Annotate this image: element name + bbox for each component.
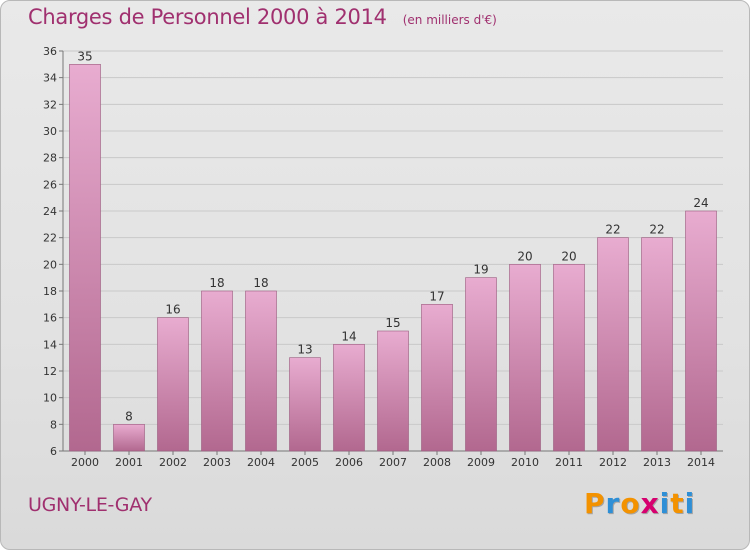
data-label: 22 xyxy=(649,223,664,237)
bar xyxy=(245,290,277,452)
x-tick-label: 2002 xyxy=(159,456,187,469)
logo-letter: P xyxy=(584,487,606,520)
bar xyxy=(113,424,145,452)
y-tick-label: 36 xyxy=(43,45,57,58)
bars xyxy=(69,64,717,452)
data-label: 18 xyxy=(253,276,268,290)
bar xyxy=(333,344,365,452)
x-tick-label: 2005 xyxy=(291,456,319,469)
bar xyxy=(553,264,585,452)
y-tick-label: 20 xyxy=(43,258,57,271)
x-tick-labels: 2000 2001 2002 2003 2004 2005 2006 2007 2008 2009… xyxy=(71,456,715,469)
bar xyxy=(685,210,717,452)
data-label: 20 xyxy=(561,249,576,263)
y-tick-label: 6 xyxy=(50,445,57,458)
x-tick-label: 2004 xyxy=(247,456,275,469)
chart-title-row: Charges de Personnel 2000 à 2014 (en mill… xyxy=(28,5,497,29)
y-tick-label: 16 xyxy=(43,312,57,325)
x-tick-label: 2008 xyxy=(423,456,451,469)
logo-letter: t xyxy=(670,487,685,520)
data-label: 8 xyxy=(125,409,133,423)
x-tick-label: 2011 xyxy=(555,456,583,469)
x-tick-label: 2007 xyxy=(379,456,407,469)
y-tick-label: 32 xyxy=(43,98,57,111)
x-tick-label: 2010 xyxy=(511,456,539,469)
data-label: 20 xyxy=(517,249,532,263)
x-tick-label: 2001 xyxy=(115,456,143,469)
bar xyxy=(641,237,673,452)
data-label: 17 xyxy=(429,289,444,303)
bar xyxy=(465,277,497,452)
logo-letter: i xyxy=(659,487,671,520)
commune-name: UGNY-LE-GAY xyxy=(28,494,152,516)
y-tick-label: 34 xyxy=(43,72,57,85)
data-label: 18 xyxy=(209,276,224,290)
bar xyxy=(201,290,233,452)
x-tick-label: 2000 xyxy=(71,456,99,469)
chart-title: Charges de Personnel 2000 à 2014 xyxy=(28,5,387,29)
logo-letter: r xyxy=(605,487,621,520)
proxiti-logo[interactable]: Proxiti xyxy=(584,487,695,520)
data-label: 14 xyxy=(341,329,356,343)
bar xyxy=(421,304,453,452)
bar xyxy=(597,237,629,452)
x-tick-label: 2012 xyxy=(599,456,627,469)
y-tick-label: 12 xyxy=(43,365,57,378)
bar xyxy=(69,64,101,452)
data-label: 13 xyxy=(297,343,312,357)
data-label: 15 xyxy=(385,316,400,330)
y-tick-label: 10 xyxy=(43,392,57,405)
y-tick-labels: 6 8 10 12 14 16 18 20 22 24 26 28 30 32 34 36 xyxy=(43,45,57,458)
logo-letter: o xyxy=(620,487,641,520)
data-labels: 35 8 16 18 18 13 14 15 17 19 20 20 22 22 24 xyxy=(77,49,708,423)
x-tick-label: 2013 xyxy=(643,456,671,469)
bar xyxy=(377,330,409,452)
data-label: 24 xyxy=(693,196,708,210)
x-tick-label: 2009 xyxy=(467,456,495,469)
y-tick-label: 30 xyxy=(43,125,57,138)
data-label: 22 xyxy=(605,223,620,237)
data-label: 35 xyxy=(77,49,92,63)
y-tick-label: 22 xyxy=(43,232,57,245)
y-tick-label: 18 xyxy=(43,285,57,298)
y-tick-label: 14 xyxy=(43,338,57,351)
x-tick-label: 2003 xyxy=(203,456,231,469)
bar xyxy=(509,264,541,452)
y-tick-label: 24 xyxy=(43,205,57,218)
y-tick-label: 28 xyxy=(43,152,57,165)
data-label: 19 xyxy=(473,263,488,277)
x-tick-label: 2006 xyxy=(335,456,363,469)
logo-letter: x xyxy=(640,487,660,520)
bar xyxy=(289,357,321,452)
chart-subtitle: (en milliers d'€) xyxy=(402,13,497,27)
x-tick-label: 2014 xyxy=(687,456,715,469)
bar xyxy=(157,317,189,452)
logo-letter: i xyxy=(684,487,696,520)
y-tick-label: 8 xyxy=(50,418,57,431)
y-tick-label: 26 xyxy=(43,178,57,191)
data-label: 16 xyxy=(165,303,180,317)
